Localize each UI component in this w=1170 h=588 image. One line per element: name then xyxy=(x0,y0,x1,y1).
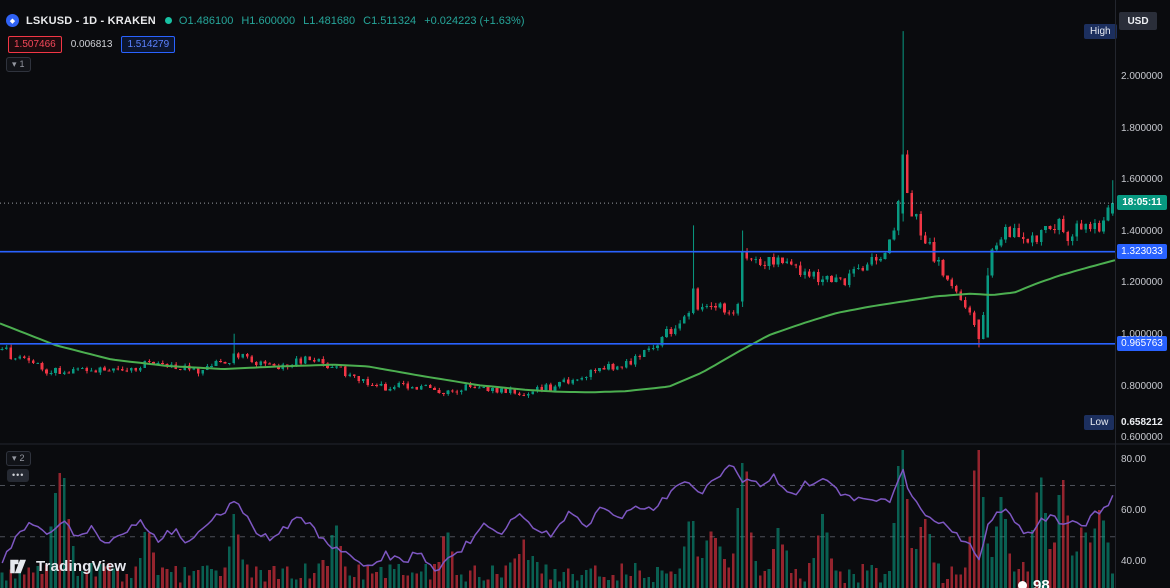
symbol-title[interactable]: LSKUSD - 1D - KRAKEN xyxy=(26,14,156,27)
tradingview-logo[interactable]: TradingView xyxy=(8,556,126,577)
chart-legend: ◆ LSKUSD - 1D - KRAKEN O1.486100 H1.6000… xyxy=(6,14,525,27)
price-axis-tick: 1.000000 xyxy=(1121,329,1163,340)
blue-price-badge[interactable]: 1.514279 xyxy=(121,36,176,53)
lisk-coin-icon: ◆ xyxy=(6,14,19,27)
clipped-watermark-text: 98 xyxy=(1018,577,1050,588)
indicator-axis-tick: 80.00 xyxy=(1121,453,1147,465)
high-label-badge: High xyxy=(1084,24,1117,39)
change-value: +0.024223 (+1.63%) xyxy=(424,14,525,27)
level-price-badge[interactable]: 1.323033 xyxy=(1117,243,1167,259)
price-axis-tick: 1.800000 xyxy=(1121,122,1163,134)
red-price-badge[interactable]: 1.507466 xyxy=(8,36,62,53)
chevron-down-icon: ▾ xyxy=(12,453,17,463)
tradingview-logo-text: TradingView xyxy=(36,558,127,575)
price-axis-tick: 1.600000 xyxy=(1121,174,1163,186)
open-value: O1.486100 xyxy=(178,14,234,27)
tradingview-logo-icon xyxy=(10,559,26,574)
clipped-watermark-number: 98 xyxy=(1033,577,1050,588)
price-difference-value: 0.006813 xyxy=(70,39,113,50)
price-axis-tick: 1.400000 xyxy=(1121,225,1163,237)
price-axis[interactable]: 18:05:11 1.323033 0.965763 0.658212 2.00… xyxy=(1115,0,1170,588)
clipped-watermark-icon xyxy=(1018,581,1027,588)
price-axis-tick: 1.200000 xyxy=(1121,277,1163,289)
chevron-down-icon: ▾ xyxy=(12,59,17,69)
pane-2-count: 2 xyxy=(19,453,25,463)
price-axis-tick: 2.000000 xyxy=(1121,71,1163,82)
low-value-legend: L1.481680 xyxy=(303,14,356,27)
pane-2-collapse-toggle[interactable]: ▾ 2 xyxy=(6,451,31,466)
price-tool-badges: 1.507466 0.006813 1.514279 xyxy=(8,36,176,53)
close-value: C1.511324 xyxy=(363,14,417,27)
ohlc-values: O1.486100 H1.600000 L1.481680 C1.511324 … xyxy=(179,15,525,27)
low-price-value: 0.658212 xyxy=(1121,417,1163,429)
indicator-axis-tick: 60.00 xyxy=(1121,505,1147,517)
level-price-badge[interactable]: 0.965763 xyxy=(1117,335,1167,351)
pane-1-collapse-toggle[interactable]: ▾ 1 xyxy=(6,57,31,72)
high-value: H1.600000 xyxy=(241,14,296,27)
indicator-axis-tick: 40.00 xyxy=(1121,556,1147,568)
low-label-badge: Low xyxy=(1084,415,1115,431)
market-status-icon xyxy=(164,17,172,24)
indicator-menu-button[interactable]: ••• xyxy=(7,469,30,482)
currency-toggle-button[interactable]: USD xyxy=(1119,12,1157,30)
price-axis-tick: 0.800000 xyxy=(1121,380,1163,392)
pane-1-count: 1 xyxy=(19,59,25,69)
price-axis-tick: 0.600000 xyxy=(1121,432,1163,444)
candle-countdown-badge: 18:05:11 xyxy=(1117,195,1167,211)
